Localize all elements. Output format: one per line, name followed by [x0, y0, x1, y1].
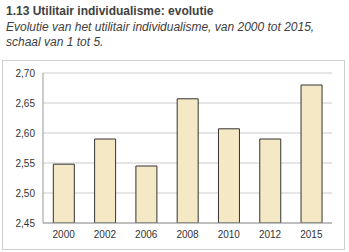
svg-text:2,50: 2,50: [16, 188, 36, 199]
svg-text:2,45: 2,45: [16, 218, 36, 229]
svg-text:2002: 2002: [94, 229, 117, 240]
svg-text:2008: 2008: [176, 229, 199, 240]
svg-text:2,60: 2,60: [16, 128, 36, 139]
svg-text:2006: 2006: [135, 229, 158, 240]
svg-text:2000: 2000: [53, 229, 76, 240]
html-text:Evolutie van het utilitair ind: Evolutie van het utilitair individualism…: [6, 20, 315, 49]
svg-text:2,65: 2,65: [16, 98, 36, 109]
svg-text:2010: 2010: [218, 229, 241, 240]
svg-text:2012: 2012: [259, 229, 282, 240]
svg-text:2,55: 2,55: [16, 158, 36, 169]
svg-text:2,70: 2,70: [16, 68, 36, 79]
html-text:1.13 Utilitair individualisme:: 1.13 Utilitair individualisme: evolutie: [6, 4, 214, 18]
svg-text:2015: 2015: [300, 229, 323, 240]
